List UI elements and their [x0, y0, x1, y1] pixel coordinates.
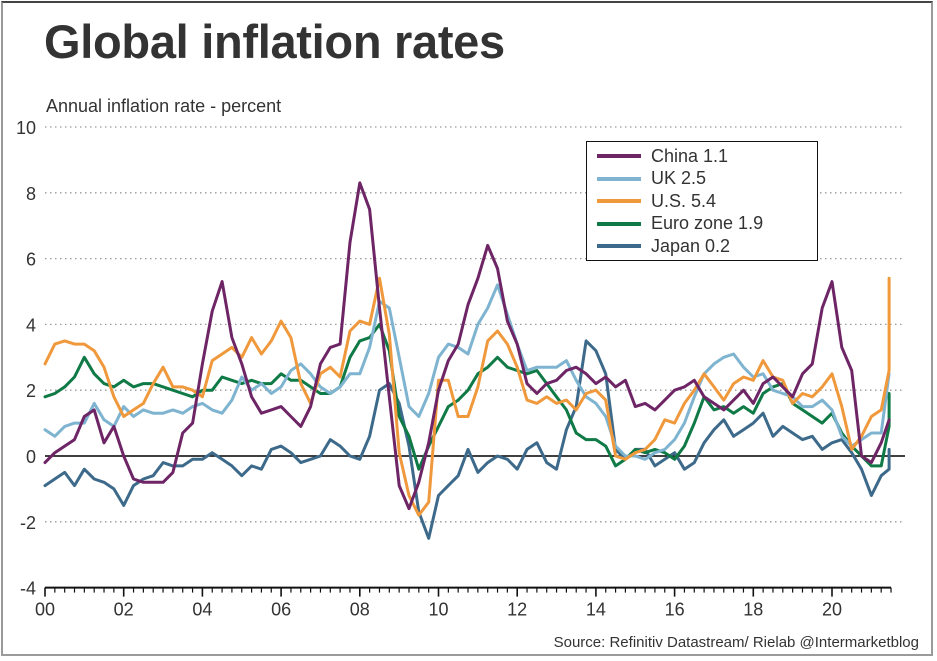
legend-swatch — [597, 199, 641, 204]
gridlines — [45, 126, 905, 523]
x-tick-label: 16 — [665, 600, 685, 620]
x-tick-label: 08 — [350, 600, 370, 620]
legend-item-uk: UK 2.5 — [597, 168, 817, 191]
legend-swatch — [597, 176, 641, 181]
legend-item-euro-zone: Euro zone 1.9 — [597, 213, 817, 236]
y-tick-label: 2 — [26, 381, 36, 401]
series-line-japan — [43, 339, 891, 540]
legend-label: China 1.1 — [651, 145, 729, 166]
x-tick-label: 18 — [743, 600, 763, 620]
y-tick-label: 0 — [26, 447, 36, 467]
legend: China 1.1 UK 2.5 U.S. 5.4 Euro zone 1.9 … — [586, 141, 818, 261]
x-axis-tick-labels: 00 02 04 06 08 10 12 14 16 18 20 — [35, 600, 842, 620]
legend-label: U.S. 5.4 — [651, 190, 717, 211]
legend-label: Euro zone 1.9 — [651, 213, 764, 234]
legend-item-japan: Japan 0.2 — [597, 235, 817, 258]
chart-title: Global inflation rates — [44, 15, 505, 68]
y-tick-label: 10 — [16, 118, 36, 138]
y-tick-label: 4 — [26, 315, 36, 335]
x-tick-label: 02 — [114, 600, 134, 620]
legend-item-us: U.S. 5.4 — [597, 190, 817, 213]
series-lines — [43, 181, 891, 540]
legend-swatch — [597, 244, 641, 249]
series-line-euro-zone — [43, 322, 891, 471]
x-tick-label: 04 — [192, 600, 212, 620]
x-tick-label: 20 — [822, 600, 842, 620]
legend-label: UK 2.5 — [651, 168, 707, 189]
legend-label: Japan 0.2 — [651, 235, 731, 256]
x-tick-label: 06 — [271, 600, 291, 620]
source-note: Source: Refinitiv Datastream/ Rielab @In… — [553, 634, 919, 651]
series-line-china — [43, 181, 891, 511]
series-line-uk — [43, 283, 891, 461]
legend-swatch — [597, 221, 641, 226]
x-tick-label: 10 — [428, 600, 448, 620]
legend-item-china: China 1.1 — [597, 145, 817, 168]
y-tick-label: -2 — [20, 513, 36, 533]
series-line-u-s — [43, 276, 891, 517]
x-tick-label: 00 — [35, 600, 55, 620]
x-axis — [44, 586, 892, 597]
y-tick-label: -4 — [20, 579, 36, 599]
y-tick-label: 8 — [26, 184, 36, 204]
x-tick-label: 12 — [507, 600, 527, 620]
legend-swatch — [597, 154, 641, 159]
y-tick-label: 6 — [26, 250, 36, 270]
y-axis-tick-labels: -4 -2 0 2 4 6 8 10 — [16, 118, 36, 599]
chart-subtitle: Annual inflation rate - percent — [46, 96, 282, 116]
x-tick-label: 14 — [586, 600, 606, 620]
